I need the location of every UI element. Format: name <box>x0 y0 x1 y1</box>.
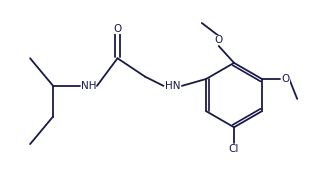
Text: HN: HN <box>165 81 181 91</box>
Text: Cl: Cl <box>229 144 239 154</box>
Text: O: O <box>215 36 223 45</box>
Text: NH: NH <box>81 81 96 91</box>
Text: O: O <box>282 74 290 84</box>
Text: O: O <box>113 24 122 33</box>
